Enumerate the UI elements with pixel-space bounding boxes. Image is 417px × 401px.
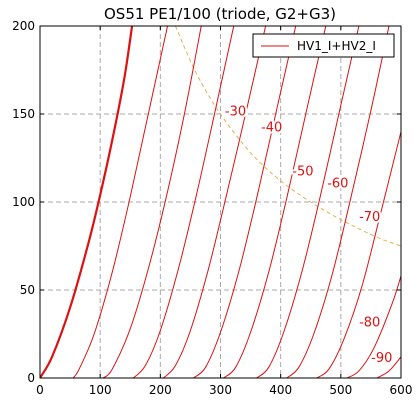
y-tick-label-50: 50 [20,283,35,297]
series-line-bias-neg10 [72,26,169,378]
axes: 0 100 200 300 400 500 600 0 50 100 150 200 [12,19,412,397]
curve-label-neg90: -90 [371,351,392,366]
series-line-bias-0 [40,26,134,378]
curve-label-neg50: -50 [292,164,313,179]
x-tick-label-500: 500 [329,383,352,397]
x-tick-label-200: 200 [149,383,172,397]
curve-label-neg60: -60 [327,177,348,192]
series-line-bias-neg40 [162,26,267,378]
series-line-bias-neg20 [102,26,202,378]
series-line-bias-neg90 [316,131,401,378]
series-line-bias-neg100 [346,275,401,378]
curve-label-neg80: -80 [359,316,380,331]
curve-label-neg40: -40 [261,120,282,135]
chart-title: OS51 PE1/100 (triode, G2+G3) [104,5,336,23]
series-line-bias-neg80 [286,26,390,378]
series-line-bias-neg50 [193,26,297,378]
x-tick-label-600: 600 [390,383,413,397]
legend-entry-hv1-hv2: HV1_I+HV2_I [297,39,376,53]
x-tick-label-300: 300 [209,383,232,397]
grid [40,26,401,378]
dissipation-limit-curve [174,26,401,247]
series-line-bias-neg30 [132,26,235,378]
legend-box [252,33,395,58]
series-line-bias-neg70 [256,26,360,378]
curve-label-neg70: -70 [359,210,380,225]
x-tick-label-0: 0 [36,383,44,397]
y-tick-label-150: 150 [12,107,35,121]
x-tick-label-400: 400 [269,383,292,397]
legend: HV1_I+HV2_I [252,33,395,58]
y-tick-label-100: 100 [12,195,35,209]
curve-labels: -30 -40 -50 -60 -70 -80 -90 [223,102,394,367]
series-line-bias-neg60 [223,26,327,378]
series-line-bias-neg110 [376,356,401,378]
curve-label-neg30: -30 [225,104,246,119]
plot-area [40,26,401,378]
y-tick-label-0: 0 [27,371,35,385]
x-tick-label-100: 100 [89,383,112,397]
y-tick-label-200: 200 [12,19,35,33]
